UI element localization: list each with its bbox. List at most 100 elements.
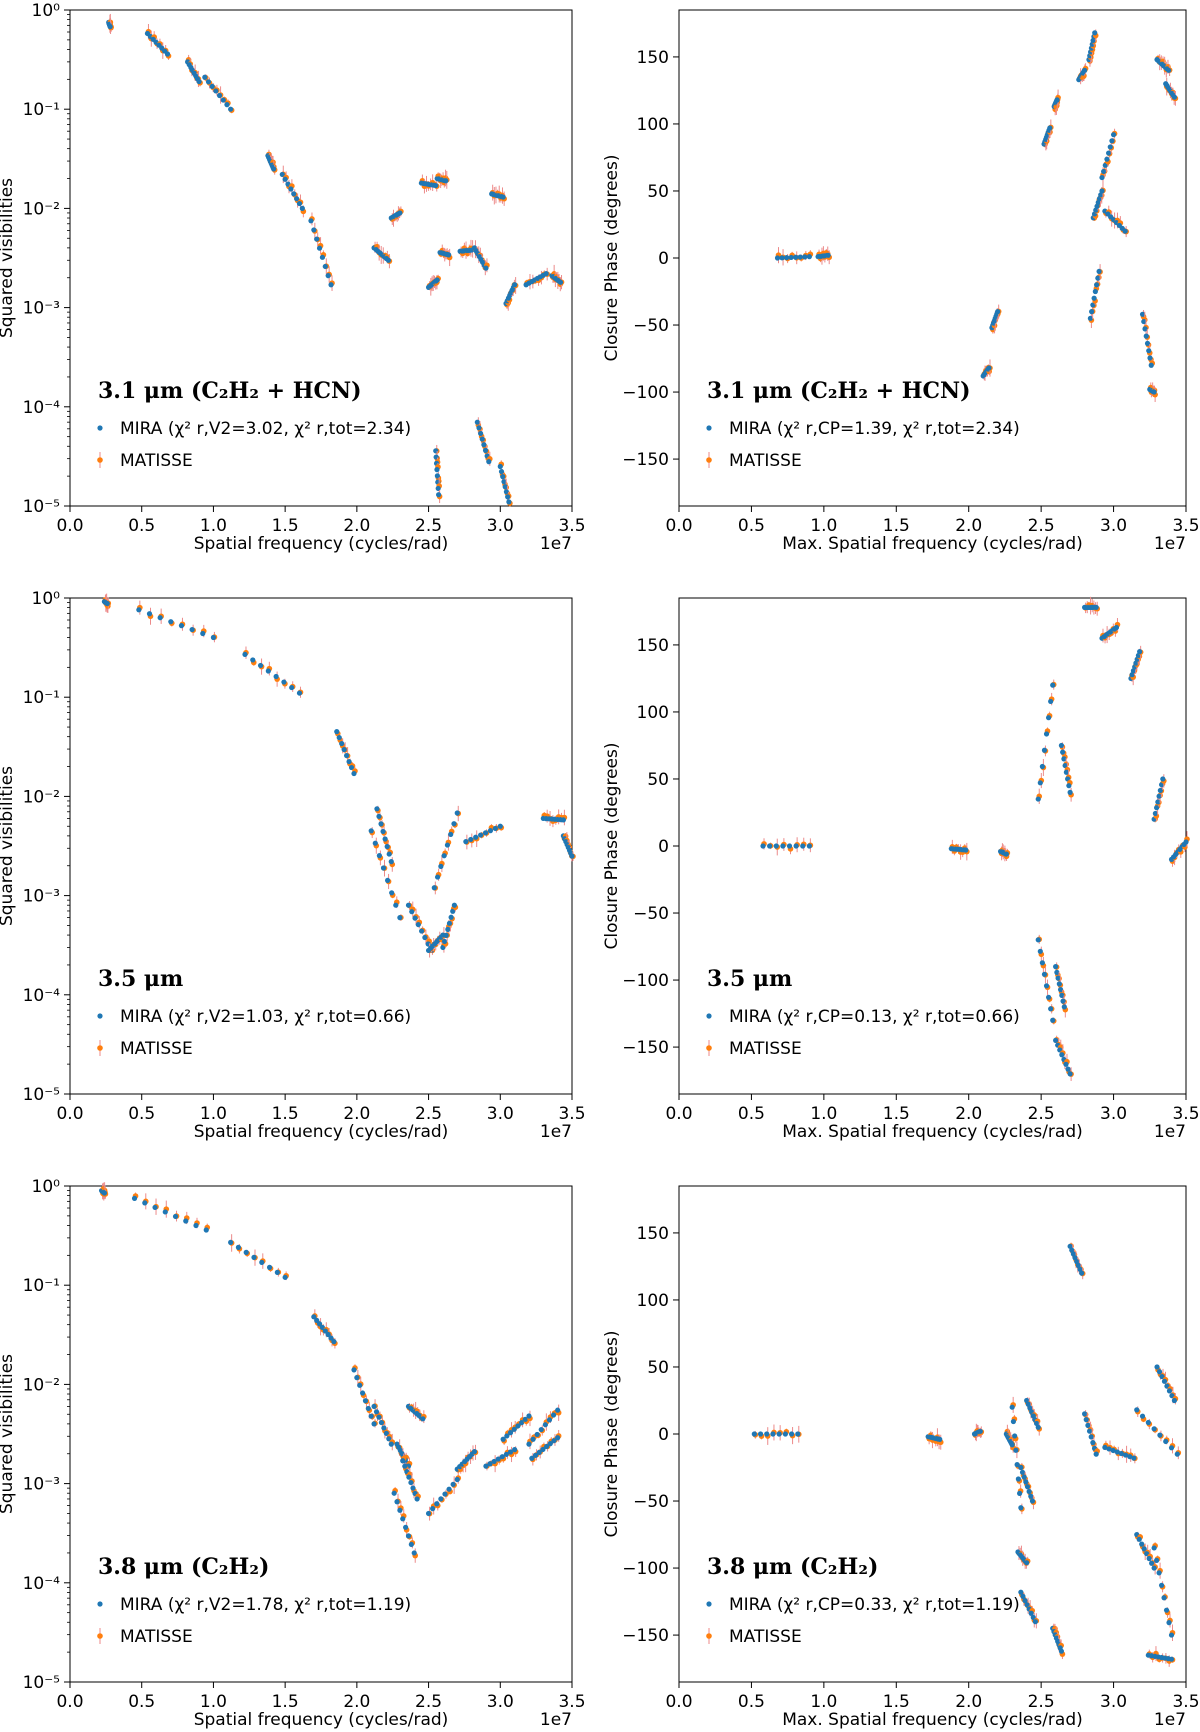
mira-point: [372, 840, 378, 846]
mira-point: [384, 877, 391, 884]
mira-point: [178, 623, 185, 629]
mira-point: [202, 74, 208, 80]
y-tick-label: 100: [637, 115, 669, 135]
x-tick-label: 0.0: [665, 516, 692, 536]
mira-point: [1114, 1449, 1120, 1455]
x-tick-label: 2.0: [955, 1104, 982, 1124]
y-tick-label: 10⁰: [32, 1, 61, 21]
mira-point: [1107, 144, 1113, 150]
mira-point: [1134, 1407, 1140, 1413]
mira-point: [328, 282, 334, 288]
mira-point: [450, 908, 456, 914]
mira-point: [389, 890, 395, 896]
x-tick-label: 2.5: [415, 516, 442, 536]
mira-point: [311, 1314, 317, 1320]
mira-point: [438, 1496, 444, 1502]
mira-point: [806, 843, 812, 849]
x-multiplier: 1e7: [1154, 1122, 1186, 1142]
mira-point: [1009, 1442, 1015, 1448]
mira-point: [386, 851, 392, 857]
mira-point: [797, 254, 803, 260]
mira-point: [259, 1259, 265, 1265]
x-tick-label: 2.5: [415, 1692, 442, 1712]
mira-point: [963, 847, 969, 853]
mira-point: [503, 1451, 510, 1457]
x-tick-label: 1.5: [883, 516, 910, 536]
mira-point: [497, 823, 503, 829]
mira-point: [512, 282, 518, 288]
mira-point: [478, 832, 484, 838]
mira-point: [1141, 318, 1147, 325]
mira-point: [502, 484, 508, 490]
mira-point: [1057, 987, 1064, 993]
legend-matisse-label: MATISSE: [120, 1627, 193, 1647]
mira-point: [497, 463, 503, 470]
mira-point: [1015, 1476, 1021, 1482]
mira-point: [504, 1433, 510, 1439]
mira-point: [430, 1506, 436, 1512]
mira-point: [397, 915, 403, 921]
mira-point: [1050, 1017, 1056, 1023]
y-tick-label: 10⁻⁴: [23, 986, 61, 1006]
mira-point: [394, 1499, 400, 1505]
mira-point: [373, 1409, 380, 1415]
mira-point: [476, 425, 482, 431]
mira-point: [1168, 1632, 1175, 1638]
y-tick-label: 10⁰: [32, 589, 61, 609]
x-tick-label: 3.5: [1172, 1692, 1199, 1712]
mira-point: [1082, 1411, 1088, 1417]
mira-point: [434, 1501, 440, 1507]
mira-point: [441, 938, 448, 945]
legend-matisse-label: MATISSE: [729, 1039, 802, 1059]
mira-point: [1092, 288, 1098, 295]
mira-point: [308, 218, 314, 224]
mira-point: [1039, 960, 1045, 966]
mira-point: [1035, 1424, 1041, 1430]
mira-point: [1131, 1455, 1137, 1461]
mira-point: [368, 828, 374, 834]
mira-point: [1183, 839, 1189, 845]
mira-point: [1144, 340, 1151, 347]
mira-point: [104, 600, 110, 607]
mira-point: [322, 263, 328, 270]
x-tick-label: 0.5: [738, 516, 765, 536]
mira-point: [503, 489, 510, 495]
mira-point: [468, 836, 474, 843]
mira-point: [434, 467, 440, 473]
y-tick-label: −150: [622, 1626, 669, 1646]
mira-point: [1047, 125, 1053, 131]
mira-point: [825, 252, 831, 258]
mira-point: [131, 1195, 138, 1201]
mira-point: [380, 828, 386, 835]
mira-point: [359, 1390, 366, 1396]
mira-point: [1028, 1610, 1034, 1616]
mira-point: [538, 1426, 544, 1433]
mira-point: [1066, 783, 1072, 789]
mira-point: [450, 1481, 456, 1487]
mira-point: [1163, 1607, 1170, 1613]
mira-point: [357, 1382, 363, 1388]
panel-title: 3.1 μm (C₂H₂ + HCN): [98, 378, 362, 404]
mira-point: [1159, 1373, 1165, 1380]
mira-point: [1082, 67, 1088, 73]
mira-point: [351, 1367, 357, 1373]
legend-mira-marker: [97, 425, 103, 431]
mira-point: [757, 1431, 764, 1437]
mira-point: [1026, 1488, 1032, 1495]
mira-point: [1106, 1446, 1112, 1452]
mira-point: [543, 271, 549, 277]
mira-point: [213, 88, 219, 94]
mira-point: [408, 1541, 414, 1548]
y-tick-label: 0: [658, 1425, 669, 1445]
x-axis-label: Max. Spatial frequency (cycles/rad): [782, 534, 1083, 554]
mira-point: [788, 254, 794, 261]
mira-point: [291, 191, 297, 197]
mira-point: [205, 79, 212, 85]
plot-frame: [69, 597, 573, 1095]
mira-point: [540, 1446, 546, 1453]
mira-point: [1106, 150, 1112, 156]
y-axis-label: Closure Phase (degrees): [602, 155, 622, 362]
x-tick-label: 3.5: [558, 1692, 585, 1712]
mira-point: [251, 1254, 257, 1260]
